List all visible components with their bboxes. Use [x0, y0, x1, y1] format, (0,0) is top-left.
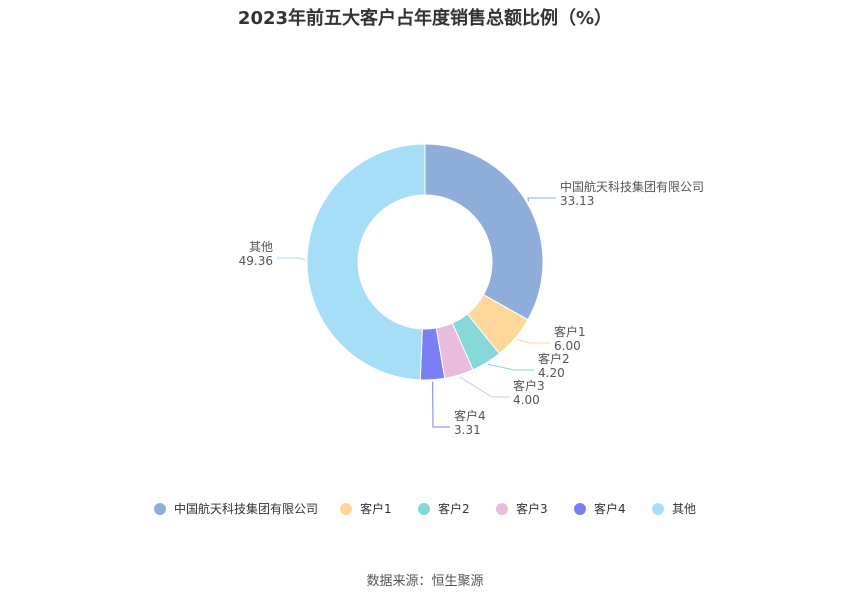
slice-6[interactable] [306, 143, 426, 381]
slice-label-5: 客户4 [454, 408, 486, 423]
callout-line-3 [487, 363, 534, 371]
source-note: 数据来源：恒生聚源 [366, 574, 484, 589]
slice-label-3: 客户2 [538, 351, 570, 366]
callout-line-5 [432, 381, 450, 428]
legend-label-3: 客户2 [438, 501, 470, 516]
slice-value-6: 49.36 [239, 254, 273, 268]
callout-line-6 [277, 257, 306, 261]
legend-label-6: 其他 [672, 502, 696, 516]
callout-line-4 [459, 376, 509, 398]
chart-title: 2023年前五大客户占年度销售总额比例（%） [237, 8, 613, 29]
legend-item-3[interactable]: 客户2 [418, 501, 470, 516]
slice-label-6: 其他 [249, 240, 273, 254]
slice-label-2: 客户1 [554, 324, 586, 339]
legend-marker-6 [652, 503, 664, 515]
legend-label-2: 客户1 [360, 501, 392, 516]
slice-value-4: 4.00 [513, 393, 540, 407]
legend-marker-1 [154, 503, 166, 515]
legend-item-5[interactable]: 客户4 [574, 501, 626, 516]
legend-label-4: 客户3 [516, 501, 548, 516]
slice-value-3: 4.20 [538, 366, 565, 380]
slice-value-5: 3.31 [454, 423, 481, 437]
callout-line-2 [516, 338, 550, 344]
legend-marker-2 [340, 503, 352, 515]
legend-marker-5 [574, 503, 586, 515]
slice-label-4: 客户3 [513, 378, 545, 393]
slice-value-1: 33.13 [560, 194, 594, 208]
legend-marker-3 [418, 503, 430, 515]
slice-value-2: 6.00 [554, 339, 581, 353]
legend-marker-4 [496, 503, 508, 515]
legend: 中国航天科技集团有限公司 客户1 客户2 客户3 客户4 其他 [154, 501, 696, 516]
legend-item-4[interactable]: 客户3 [496, 501, 548, 516]
slice-label-1: 中国航天科技集团有限公司 [560, 179, 704, 194]
slice-1[interactable] [424, 143, 544, 321]
legend-item-1[interactable]: 中国航天科技集团有限公司 [154, 501, 318, 516]
legend-item-2[interactable]: 客户1 [340, 501, 392, 516]
legend-item-6[interactable]: 其他 [652, 502, 696, 516]
legend-label-1: 中国航天科技集团有限公司 [174, 501, 318, 516]
callout-line-1 [527, 197, 556, 202]
legend-label-5: 客户4 [594, 501, 626, 516]
